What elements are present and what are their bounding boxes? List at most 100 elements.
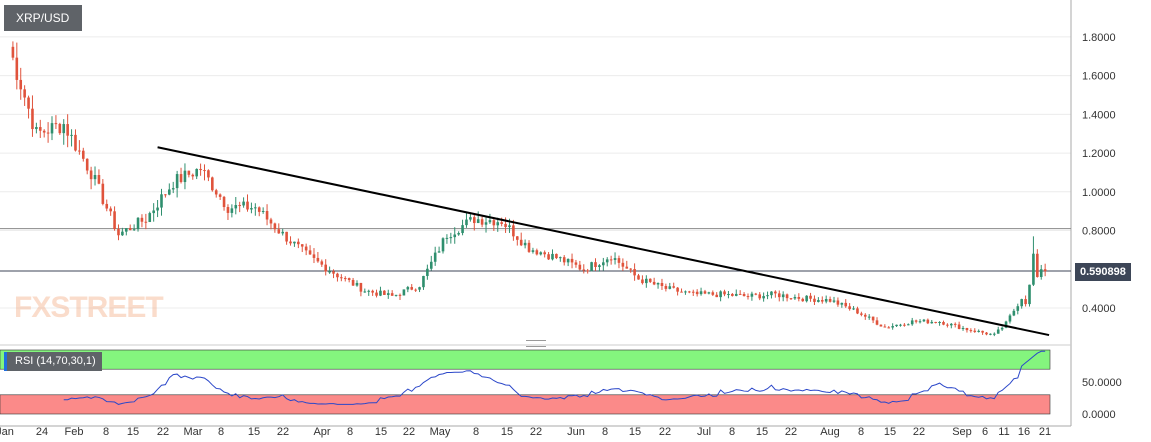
candle-body xyxy=(160,194,163,208)
candle-body xyxy=(926,319,930,324)
candle-body xyxy=(785,294,789,299)
candle-body xyxy=(66,124,69,136)
x-tick-label: 22 xyxy=(403,426,415,438)
candle-body xyxy=(656,283,660,285)
candle-body xyxy=(891,326,894,328)
candle-body xyxy=(551,253,554,260)
candle-body xyxy=(363,291,367,293)
candle-body xyxy=(750,293,754,297)
candle-body xyxy=(731,293,734,296)
rsi-overbought-zone xyxy=(0,349,1051,370)
candle-body xyxy=(230,208,234,213)
candle-body xyxy=(265,210,269,220)
candle-body xyxy=(828,298,832,302)
candle-body xyxy=(308,250,312,255)
candle-body xyxy=(625,266,629,269)
candle-body xyxy=(140,217,144,222)
candle-body xyxy=(351,279,355,286)
candle-body xyxy=(594,262,597,267)
candle-body xyxy=(762,296,765,299)
y-tick-label: 0.8000 xyxy=(1082,226,1116,238)
candle-body xyxy=(117,229,120,236)
candle-body xyxy=(715,294,719,298)
candle-body xyxy=(281,231,284,234)
candle-body xyxy=(218,194,222,197)
candle-body xyxy=(203,170,206,172)
candle-body xyxy=(805,295,808,302)
candle-body xyxy=(132,229,136,231)
candle-body xyxy=(676,287,679,292)
candle-body xyxy=(386,293,390,295)
candle-body xyxy=(11,46,15,58)
candle-body xyxy=(31,108,34,130)
x-tick-label: 15 xyxy=(127,426,139,438)
candle-body xyxy=(793,297,797,299)
candle-body xyxy=(398,294,402,296)
candle-body xyxy=(35,127,38,130)
candle-body xyxy=(598,265,601,267)
candle-body xyxy=(1008,315,1012,322)
x-tick-label: 8 xyxy=(602,426,608,438)
candle-body xyxy=(97,175,101,184)
candle-body xyxy=(222,196,226,208)
candle-body xyxy=(355,282,359,286)
candle-body xyxy=(860,313,863,315)
candle-body xyxy=(660,283,664,286)
candle-body xyxy=(195,168,198,177)
candle-body xyxy=(207,170,210,178)
candle-body xyxy=(15,57,19,80)
candle-body xyxy=(680,291,683,293)
candle-body xyxy=(703,291,707,294)
candle-body xyxy=(981,330,984,333)
pane-resize-handle[interactable] xyxy=(526,340,546,347)
x-tick-label: 6 xyxy=(982,426,988,438)
candle-body xyxy=(938,322,941,324)
candle-body xyxy=(488,220,492,223)
candle-body xyxy=(390,293,394,296)
candle-body xyxy=(1004,321,1008,328)
candle-body xyxy=(70,134,73,136)
candle-body xyxy=(766,295,769,297)
candle-body xyxy=(691,291,695,293)
candle-body xyxy=(297,241,300,245)
candle-body xyxy=(375,292,378,296)
candle-body xyxy=(250,208,253,210)
candle-body xyxy=(789,298,793,300)
current-price-label: 0.590898 xyxy=(1075,263,1131,281)
candle-body xyxy=(105,203,109,209)
candle-body xyxy=(637,275,640,280)
candle-body xyxy=(531,250,535,252)
candle-body xyxy=(957,324,961,329)
candle-body xyxy=(46,132,50,134)
candle-body xyxy=(89,170,93,180)
rsi-tick-label: 50.0000 xyxy=(1082,377,1122,389)
candle-body xyxy=(171,188,175,190)
candle-body xyxy=(918,321,922,323)
candle-body xyxy=(887,327,891,329)
candle-body xyxy=(367,290,371,292)
candle-body xyxy=(469,217,472,220)
candle-body xyxy=(324,264,328,272)
candle-body xyxy=(664,285,668,289)
candle-body xyxy=(836,300,840,305)
candle-body xyxy=(969,330,973,332)
candle-body xyxy=(214,190,218,195)
candle-body xyxy=(903,324,906,326)
candle-body xyxy=(774,291,777,294)
candle-body xyxy=(527,242,531,252)
candle-body xyxy=(727,293,730,295)
candle-body xyxy=(758,294,762,299)
candle-body xyxy=(125,228,128,232)
candle-body xyxy=(899,324,902,326)
candle-body xyxy=(844,302,848,307)
x-tick-label: Apr xyxy=(313,426,330,438)
candle-body xyxy=(863,314,867,317)
candle-body xyxy=(457,233,460,235)
candle-body xyxy=(27,97,30,109)
candle-body xyxy=(852,308,855,310)
candle-body xyxy=(519,239,523,246)
candle-body xyxy=(820,300,824,302)
candle-body xyxy=(907,324,910,326)
candle-body xyxy=(42,130,46,133)
x-tick-label: 22 xyxy=(530,426,542,438)
